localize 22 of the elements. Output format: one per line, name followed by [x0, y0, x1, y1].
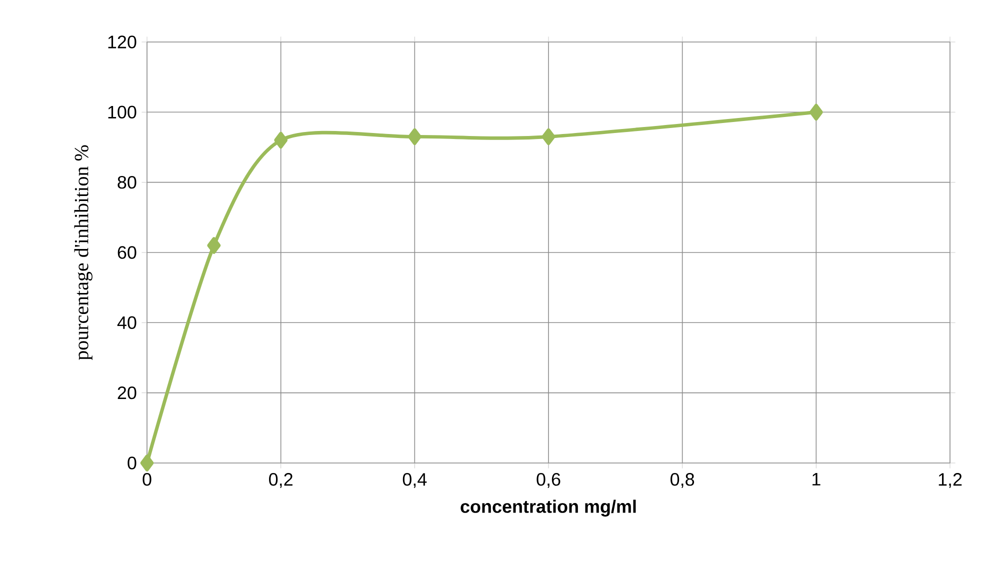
y-tick-label: 80: [118, 176, 136, 189]
y-tick-label: 20: [118, 386, 136, 400]
y-tick-label: 120: [108, 36, 136, 48]
x-tick-label: 0,6: [536, 473, 560, 488]
x-tick-label: 1,2: [938, 473, 962, 488]
x-axis-title: concentration mg/ml: [460, 500, 636, 517]
y-axis-title: pourcentage d'inhibition %: [74, 145, 92, 360]
point: [542, 128, 556, 146]
y-tick-label: 60: [118, 246, 136, 259]
y-tick-label: 40: [117, 316, 136, 330]
y-tick-label: 100: [108, 106, 136, 119]
point: [140, 454, 154, 472]
x-tick-label: 1: [812, 473, 820, 486]
point: [274, 132, 288, 149]
point: [408, 128, 422, 146]
x-tick-label: 0: [142, 473, 152, 486]
x-tick-label: 0,8: [670, 473, 694, 488]
point: [809, 104, 823, 121]
x-tick-label: 0,4: [402, 473, 427, 488]
x-tick-label: 0,2: [269, 473, 292, 488]
y-tick-label: 0: [128, 456, 136, 470]
point: [207, 237, 221, 254]
